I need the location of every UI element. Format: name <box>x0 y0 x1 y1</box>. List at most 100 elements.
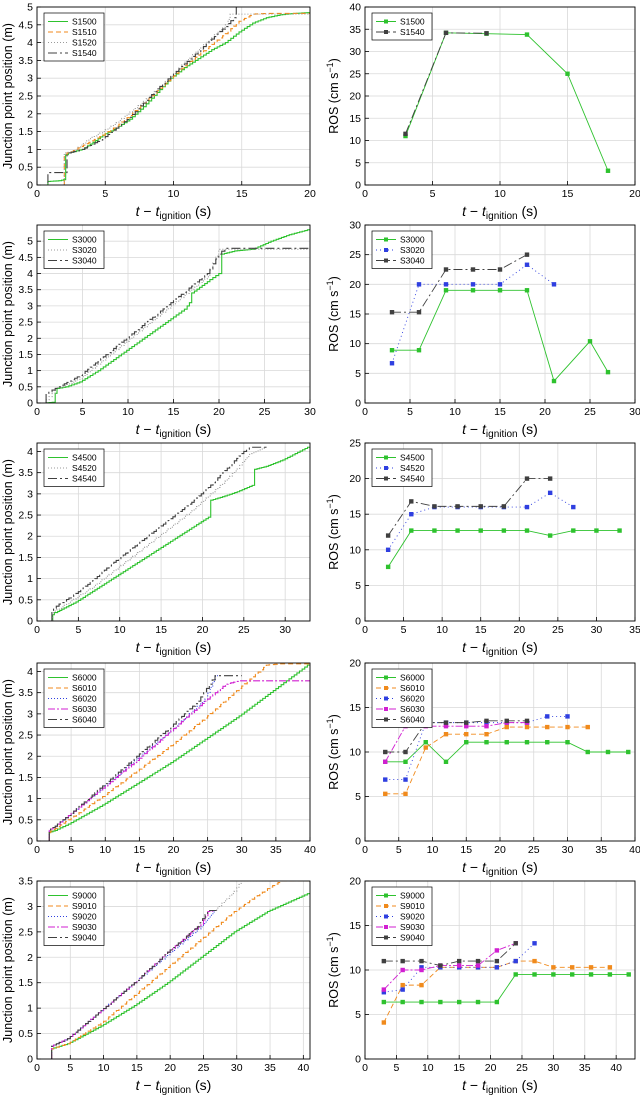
x-axis-label: t − tignition (s) <box>136 639 212 658</box>
y-tick-label: 10 <box>349 544 361 556</box>
x-tick-label: 35 <box>629 624 640 636</box>
data-point-s4540 <box>455 504 460 509</box>
x-tick-label: 20 <box>485 1062 497 1074</box>
x-tick-label: 40 <box>304 844 316 856</box>
legend-label-s3040: S3040 <box>72 256 97 266</box>
legend-label-s3020: S3020 <box>400 245 425 255</box>
data-point-s9010 <box>419 982 424 988</box>
data-point-s4500 <box>524 528 530 533</box>
series-line-s1540 <box>47 7 238 184</box>
data-point-s9020 <box>381 990 387 995</box>
data-point-s6020 <box>545 714 550 719</box>
data-point-s4540 <box>432 504 437 509</box>
data-point-s6000 <box>464 740 469 745</box>
series-s9000 <box>51 893 310 1059</box>
y-tick-label: 2 <box>27 952 33 964</box>
y-tick-label: 25 <box>349 249 361 261</box>
series-line-s6040 <box>385 720 527 753</box>
y-tick-label: 1.5 <box>18 126 33 138</box>
legend-label-s4520: S4520 <box>72 463 97 473</box>
x-axis-label: t − tignition (s) <box>462 203 538 222</box>
series-line-s3040 <box>392 254 528 313</box>
panel-3-ros-chart: 0 5 10 15 20 25 30 35 0 5 10 15 20 25 t − tignition (s… <box>325 438 640 659</box>
legend-label-s6040: S6040 <box>400 715 425 725</box>
legend-box <box>43 886 105 946</box>
series-line-s6010 <box>385 726 588 795</box>
x-tick-label: 0 <box>34 1062 40 1074</box>
x-tick-label: 15 <box>155 624 167 636</box>
y-tick-label: 4 <box>27 446 33 458</box>
data-point-s9030 <box>494 948 500 953</box>
x-tick-label: 15 <box>236 188 248 200</box>
data-point-s9030 <box>400 967 405 973</box>
legend-box <box>371 230 433 269</box>
series-s3040 <box>389 252 530 315</box>
legend-label-s4540: S4540 <box>72 474 97 484</box>
x-tick-label: 40 <box>629 844 640 856</box>
y-tick-label: 5 <box>27 2 33 14</box>
x-axis-label: t − tignition (s) <box>136 859 212 878</box>
data-point-s9020 <box>513 958 518 964</box>
panel-5-ros-chart: 0 5 10 15 20 25 30 35 40 0 5 10 15 20 t − tignition (s… <box>325 876 636 1096</box>
data-point-s9000 <box>607 972 613 977</box>
x-tick-label: 15 <box>562 188 574 200</box>
legend-label-s6030: S6030 <box>72 704 97 714</box>
data-point-s4500 <box>455 528 460 533</box>
y-tick-label: 0 <box>27 1054 33 1066</box>
y-tick-label: 2.5 <box>18 730 33 742</box>
data-point-s3000 <box>443 288 449 293</box>
x-tick-label: 5 <box>407 406 413 418</box>
series-line-s9040 <box>51 909 217 1059</box>
data-point-s9040 <box>438 963 443 968</box>
data-point-s6030 <box>383 759 388 764</box>
series-s6040 <box>48 675 242 841</box>
plot-frame <box>36 880 311 1060</box>
y-tick-label: 3 <box>27 300 33 312</box>
x-tick-label: 5 <box>401 624 407 636</box>
y-tick-label: 25 <box>349 438 361 450</box>
series-line-s9000 <box>51 893 310 1059</box>
data-point-s4540 <box>547 476 553 481</box>
x-tick-label: 25 <box>259 406 271 418</box>
legend-label-s1500: S1500 <box>72 17 97 27</box>
y-tick-label: 15 <box>349 509 361 521</box>
x-tick-label: 10 <box>436 624 448 636</box>
series-s9010 <box>51 881 310 1059</box>
data-point-s9040 <box>456 958 462 964</box>
x-tick-label: 0 <box>362 188 368 200</box>
x-tick-label: 0 <box>362 844 368 856</box>
y-tick-label: 10 <box>349 747 361 759</box>
y-tick-label: 2.5 <box>18 510 33 522</box>
legend-label-s6000: S6000 <box>400 673 425 683</box>
x-tick-label: 5 <box>102 188 108 200</box>
x-tick-label: 5 <box>68 844 74 856</box>
y-tick-label: 5 <box>355 157 361 169</box>
data-point-s6040 <box>383 749 388 755</box>
data-point-s6040 <box>484 718 489 724</box>
series-s6030 <box>48 680 310 841</box>
x-tick-label: 15 <box>453 1062 465 1074</box>
legend-marker <box>384 686 388 690</box>
data-point-s6000 <box>545 740 550 745</box>
x-tick-label: 15 <box>134 844 146 856</box>
y-axis-label: Junction point position (m) <box>1 679 15 825</box>
data-point-s9000 <box>475 999 481 1005</box>
x-tick-label: 10 <box>449 406 461 418</box>
data-point-s6000 <box>403 759 408 764</box>
x-tick-label: 15 <box>168 406 180 418</box>
data-point-s3000 <box>551 378 557 384</box>
legend-box <box>371 12 433 41</box>
legend-label-s6010: S6010 <box>72 683 97 693</box>
data-point-s6020 <box>403 777 408 782</box>
data-point-s6030 <box>464 723 469 729</box>
data-point-s3000 <box>587 339 593 344</box>
data-point-s4500 <box>617 528 622 533</box>
legend-marker <box>384 893 388 898</box>
y-tick-label: 5 <box>355 580 361 592</box>
